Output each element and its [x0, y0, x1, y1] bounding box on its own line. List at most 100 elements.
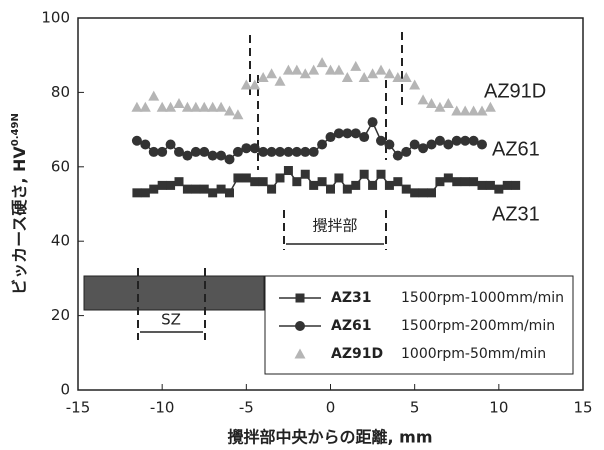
marker [351, 180, 361, 190]
legend-name: AZ61 [331, 318, 371, 334]
y-tick-label: 100 [41, 9, 70, 27]
marker [451, 135, 462, 146]
marker [468, 135, 479, 146]
marker [460, 135, 471, 146]
y-tick-label: 40 [51, 232, 70, 250]
marker [384, 180, 394, 190]
legend: AZ31 1500rpm-1000mm/min AZ61 1500rpm-200mm/… [264, 275, 574, 375]
legend-condition: 1500rpm-200mm/min [401, 318, 555, 334]
marker [181, 101, 193, 112]
x-tick-label: -5 [239, 399, 254, 417]
y-tick-label: 80 [51, 83, 70, 101]
marker [300, 169, 310, 179]
marker [215, 101, 227, 112]
marker [308, 146, 319, 157]
y-tick-label: 20 [51, 306, 70, 324]
marker [410, 188, 420, 198]
marker [283, 166, 293, 176]
marker [131, 135, 142, 146]
marker [216, 184, 226, 194]
marker [190, 101, 202, 112]
marker [275, 146, 285, 157]
marker [249, 143, 260, 154]
marker [224, 105, 235, 116]
marker [207, 150, 218, 161]
marker [295, 293, 305, 303]
marker [443, 173, 453, 183]
marker [166, 180, 176, 190]
marker [299, 68, 311, 79]
marker [240, 79, 252, 90]
marker [139, 101, 151, 112]
x-tick-label: -15 [66, 399, 91, 417]
marker [309, 180, 319, 190]
marker [401, 146, 412, 157]
marker [300, 146, 311, 157]
marker [367, 117, 378, 128]
marker [375, 64, 387, 75]
marker [131, 101, 143, 112]
marker [400, 72, 412, 83]
marker [232, 109, 244, 120]
sz-label: SZ [161, 311, 181, 329]
marker [409, 79, 421, 90]
marker [308, 64, 320, 75]
marker [190, 146, 201, 157]
marker [295, 321, 305, 331]
legend-condition: 1500rpm-1000mm/min [401, 290, 564, 306]
marker [417, 94, 429, 105]
marker [266, 146, 277, 157]
x-axis-label: 攪拌部中央からの距離, mm [228, 428, 433, 447]
marker [485, 180, 495, 190]
marker [367, 68, 379, 79]
marker [427, 188, 436, 198]
marker [157, 146, 168, 157]
marker [258, 177, 268, 187]
marker [451, 105, 463, 116]
marker [317, 139, 328, 150]
x-tick-label: 10 [489, 399, 508, 417]
legend-condition: 1000rpm-50mm/min [401, 346, 546, 362]
marker [182, 150, 193, 161]
marker [392, 150, 403, 161]
marker [468, 105, 480, 116]
sample-band [83, 275, 265, 311]
legend-box [264, 275, 574, 375]
marker [165, 139, 176, 150]
marker [241, 173, 251, 183]
y-axis-label-main: ビッカース硬さ, HV [10, 146, 29, 295]
marker [157, 180, 167, 190]
marker [460, 177, 470, 187]
stir-label: 攪拌部 [312, 217, 357, 235]
marker [317, 177, 327, 187]
marker [476, 105, 488, 116]
marker [274, 75, 286, 86]
marker [224, 154, 235, 165]
marker [418, 143, 429, 154]
marker [341, 72, 353, 83]
marker [418, 188, 428, 198]
marker [250, 177, 260, 187]
marker [434, 135, 445, 146]
y-axis-label-sub: 0.49N [10, 113, 21, 146]
marker [376, 135, 386, 146]
marker [208, 188, 218, 198]
marker [216, 150, 227, 161]
marker [442, 98, 454, 109]
marker [342, 184, 352, 194]
marker [358, 72, 370, 83]
marker [316, 57, 328, 68]
marker [198, 101, 210, 112]
marker [384, 139, 395, 150]
marker [148, 146, 159, 157]
marker [511, 180, 521, 190]
marker [359, 169, 369, 179]
marker [199, 184, 209, 194]
marker [266, 68, 278, 79]
marker [350, 60, 362, 71]
marker [225, 188, 234, 198]
marker [174, 146, 184, 157]
marker [443, 139, 454, 150]
marker [409, 139, 420, 150]
